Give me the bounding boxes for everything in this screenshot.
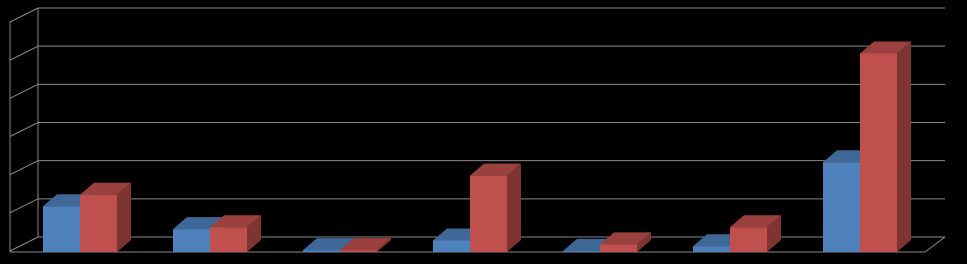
bar <box>730 215 781 252</box>
bar-face <box>43 206 80 252</box>
bar-face <box>470 163 521 176</box>
bar-face <box>80 182 131 195</box>
bar <box>340 238 391 252</box>
grid-line <box>9 122 945 137</box>
bar <box>80 182 131 252</box>
bar-face <box>637 232 651 252</box>
grid-line <box>9 83 945 99</box>
bar-face <box>860 41 911 54</box>
bar-face <box>563 250 600 252</box>
bar-face <box>730 215 781 228</box>
bar-face <box>173 217 224 230</box>
bar-face <box>730 227 767 252</box>
grid-line <box>9 7 945 23</box>
bar-face <box>767 215 781 252</box>
bar <box>600 232 651 252</box>
bar-face <box>173 229 210 252</box>
bar <box>470 163 521 252</box>
bar-face <box>117 182 131 252</box>
grid-line <box>9 45 945 61</box>
bar-face <box>600 232 651 245</box>
bar-face <box>433 240 470 252</box>
bar <box>210 215 261 252</box>
bar-face <box>303 238 354 251</box>
bar-face <box>897 41 911 253</box>
bar-face <box>693 246 730 252</box>
grid-line <box>9 160 945 176</box>
bar-face <box>823 162 860 252</box>
bar-face <box>600 244 637 252</box>
bar-face <box>80 194 117 252</box>
bar-face <box>507 163 521 252</box>
bar-face <box>210 215 261 228</box>
bar-face <box>340 238 391 251</box>
bar-face <box>303 250 340 252</box>
bar-face <box>210 227 247 252</box>
bar-face <box>247 215 261 252</box>
bar-face <box>470 175 507 252</box>
bar-face <box>340 250 377 252</box>
grid-line <box>9 198 945 214</box>
bar-face <box>860 53 897 253</box>
bar-face <box>377 238 391 252</box>
bar <box>860 41 911 253</box>
